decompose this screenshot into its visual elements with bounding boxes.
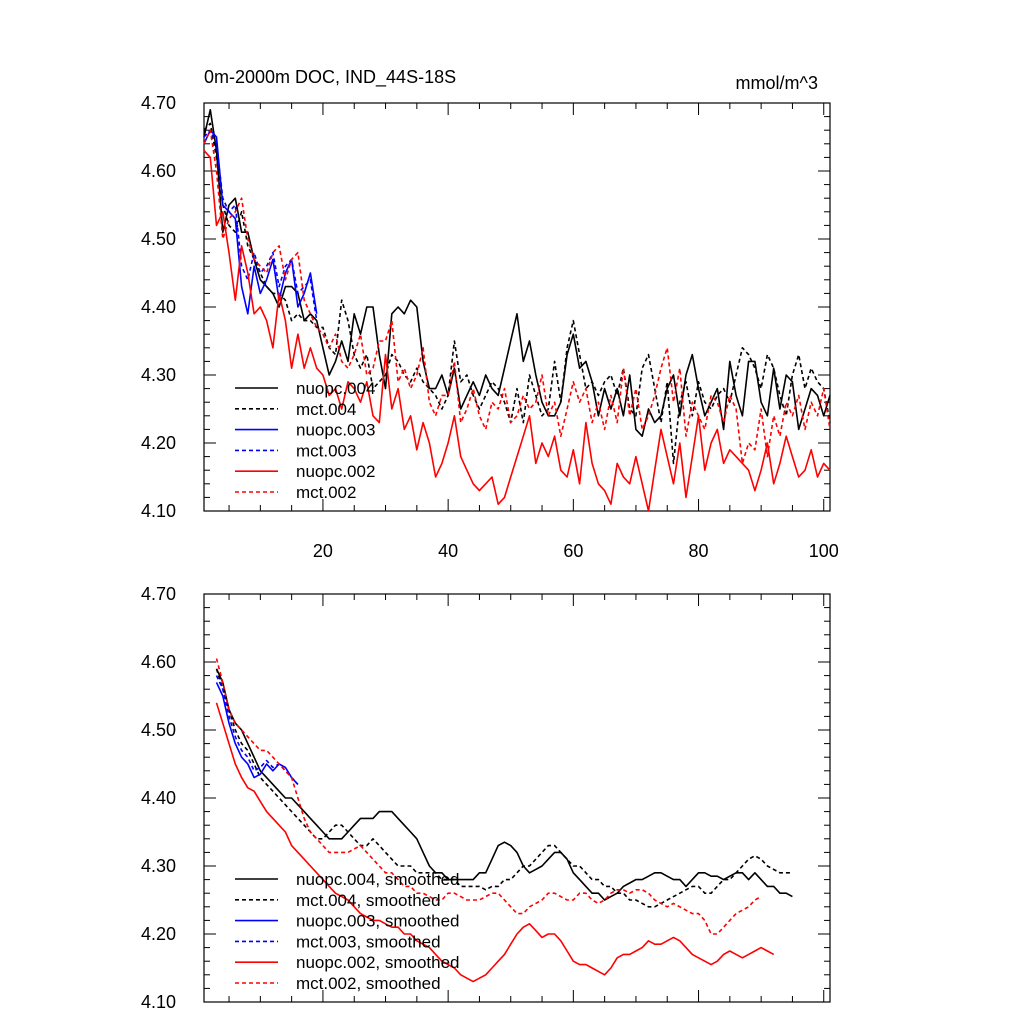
units-label: mmol/m^3: [736, 73, 818, 93]
legend-label: mct.003: [296, 441, 356, 460]
x-tick-label: 40: [438, 541, 458, 561]
y-tick-label: 4.20: [141, 433, 176, 453]
legend-label: mct.004: [296, 400, 356, 419]
legend-label: nuopc.002, smoothed: [296, 953, 460, 972]
series-line-nuopc-004-smoothed: [215, 668, 793, 901]
y-tick-label: 4.70: [141, 584, 176, 604]
legend-label: nuopc.002: [296, 462, 375, 481]
y-tick-label: 4.30: [141, 365, 176, 385]
legend-label: mct.004, smoothed: [296, 891, 441, 910]
series-line-nuopc-003: [203, 129, 318, 315]
y-tick-label: 4.50: [141, 229, 176, 249]
top-panel: 0m-2000m DOC, IND_44S-18S mmol/m^3 20 40 6…: [141, 67, 839, 561]
y-tick-label: 4.40: [141, 788, 176, 808]
y-tick-label: 4.10: [141, 992, 176, 1012]
x-tick-label: 100: [809, 541, 839, 561]
series-line-mct-003: [203, 129, 318, 321]
series-line-mct-002-smoothed: [215, 658, 762, 935]
series-line-nuopc-002: [203, 150, 831, 512]
y-tick-label: 4.60: [141, 161, 176, 181]
x-tick-label: 80: [689, 541, 709, 561]
legend-label: nuopc.003: [296, 421, 375, 440]
legend-label: nuopc.003, smoothed: [296, 912, 460, 931]
legend-label: nuopc.004, smoothed: [296, 870, 460, 889]
series-line-nuopc-003-smoothed: [215, 682, 299, 785]
y-tick-label: 4.60: [141, 652, 176, 672]
y-tick-label: 4.20: [141, 924, 176, 944]
y-tick-label: 4.10: [141, 501, 176, 521]
x-tick-label: 20: [313, 541, 333, 561]
legend-label: mct.002: [296, 483, 356, 502]
y-tick-label: 4.70: [141, 93, 176, 113]
bottom-panel: 4.70 4.60 4.50 4.40 4.30 4.20 4.10 nuopc.004, s…: [141, 584, 831, 1012]
legend-label: mct.003, smoothed: [296, 932, 441, 951]
series-line-mct-004: [203, 122, 831, 465]
y-tick-label: 4.30: [141, 856, 176, 876]
y-tick-label: 4.40: [141, 297, 176, 317]
chart-title: 0m-2000m DOC, IND_44S-18S: [204, 67, 456, 88]
series-line-mct-002: [203, 129, 831, 465]
legend-label: nuopc.004: [296, 379, 375, 398]
legend-label: mct.002, smoothed: [296, 974, 441, 993]
y-tick-label: 4.50: [141, 720, 176, 740]
series-line-nuopc-004: [203, 109, 831, 438]
x-tick-label: 60: [563, 541, 583, 561]
series-line-nuopc-002-smoothed: [215, 702, 775, 983]
